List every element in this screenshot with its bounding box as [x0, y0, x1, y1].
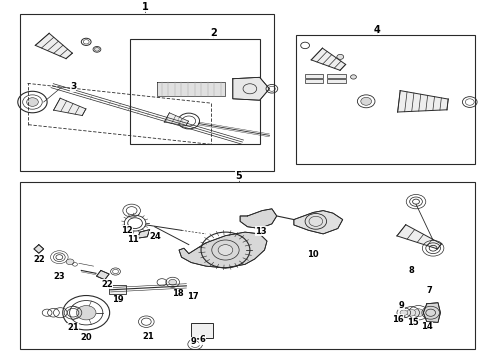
- Bar: [305, 80, 323, 84]
- Circle shape: [337, 54, 343, 59]
- Bar: [327, 80, 345, 84]
- Bar: [327, 74, 345, 78]
- Text: 7: 7: [427, 286, 433, 295]
- Text: 21: 21: [143, 332, 154, 341]
- Text: 18: 18: [172, 289, 184, 298]
- Polygon shape: [35, 33, 73, 59]
- Polygon shape: [157, 82, 225, 96]
- Text: 19: 19: [112, 295, 124, 304]
- Text: 21: 21: [67, 323, 79, 332]
- Text: 15: 15: [407, 318, 418, 327]
- Circle shape: [361, 97, 371, 105]
- Text: 6: 6: [199, 336, 205, 345]
- Text: 4: 4: [373, 24, 380, 35]
- Polygon shape: [233, 77, 270, 100]
- Text: 17: 17: [187, 292, 199, 301]
- Text: 3: 3: [70, 82, 76, 91]
- Text: 14: 14: [421, 322, 433, 331]
- Polygon shape: [53, 98, 86, 116]
- Circle shape: [413, 309, 424, 317]
- Polygon shape: [97, 270, 109, 280]
- Text: 20: 20: [80, 333, 92, 342]
- Polygon shape: [240, 209, 277, 229]
- Text: 10: 10: [307, 250, 318, 259]
- Text: 2: 2: [210, 28, 217, 38]
- Circle shape: [400, 310, 408, 315]
- Bar: [109, 285, 126, 294]
- Polygon shape: [294, 211, 343, 234]
- Text: 13: 13: [255, 226, 267, 235]
- Text: 1: 1: [142, 2, 148, 12]
- Text: 22: 22: [33, 255, 45, 264]
- Text: 22: 22: [101, 280, 113, 289]
- Bar: [305, 74, 323, 78]
- Text: 8: 8: [408, 266, 414, 275]
- Circle shape: [407, 309, 416, 316]
- Text: 23: 23: [53, 272, 65, 281]
- Bar: [20, 14, 274, 171]
- Text: 12: 12: [121, 226, 133, 235]
- Polygon shape: [164, 113, 189, 126]
- Text: 11: 11: [127, 235, 139, 244]
- Bar: [20, 182, 475, 348]
- Circle shape: [350, 75, 356, 79]
- Polygon shape: [423, 303, 441, 323]
- Text: 5: 5: [235, 171, 242, 181]
- Bar: [296, 35, 475, 164]
- Text: 24: 24: [150, 231, 162, 240]
- Bar: [130, 39, 260, 144]
- Polygon shape: [34, 245, 44, 253]
- Polygon shape: [311, 48, 345, 70]
- Circle shape: [66, 259, 74, 265]
- Polygon shape: [397, 225, 441, 249]
- Circle shape: [76, 306, 96, 320]
- Polygon shape: [179, 232, 267, 268]
- Polygon shape: [397, 91, 448, 112]
- Text: 9: 9: [191, 337, 196, 346]
- Bar: [191, 324, 213, 338]
- Circle shape: [218, 245, 233, 255]
- Circle shape: [169, 279, 176, 285]
- Polygon shape: [138, 230, 150, 238]
- Circle shape: [26, 98, 38, 106]
- Circle shape: [95, 48, 99, 51]
- Text: 9: 9: [398, 301, 404, 310]
- Text: 16: 16: [392, 315, 404, 324]
